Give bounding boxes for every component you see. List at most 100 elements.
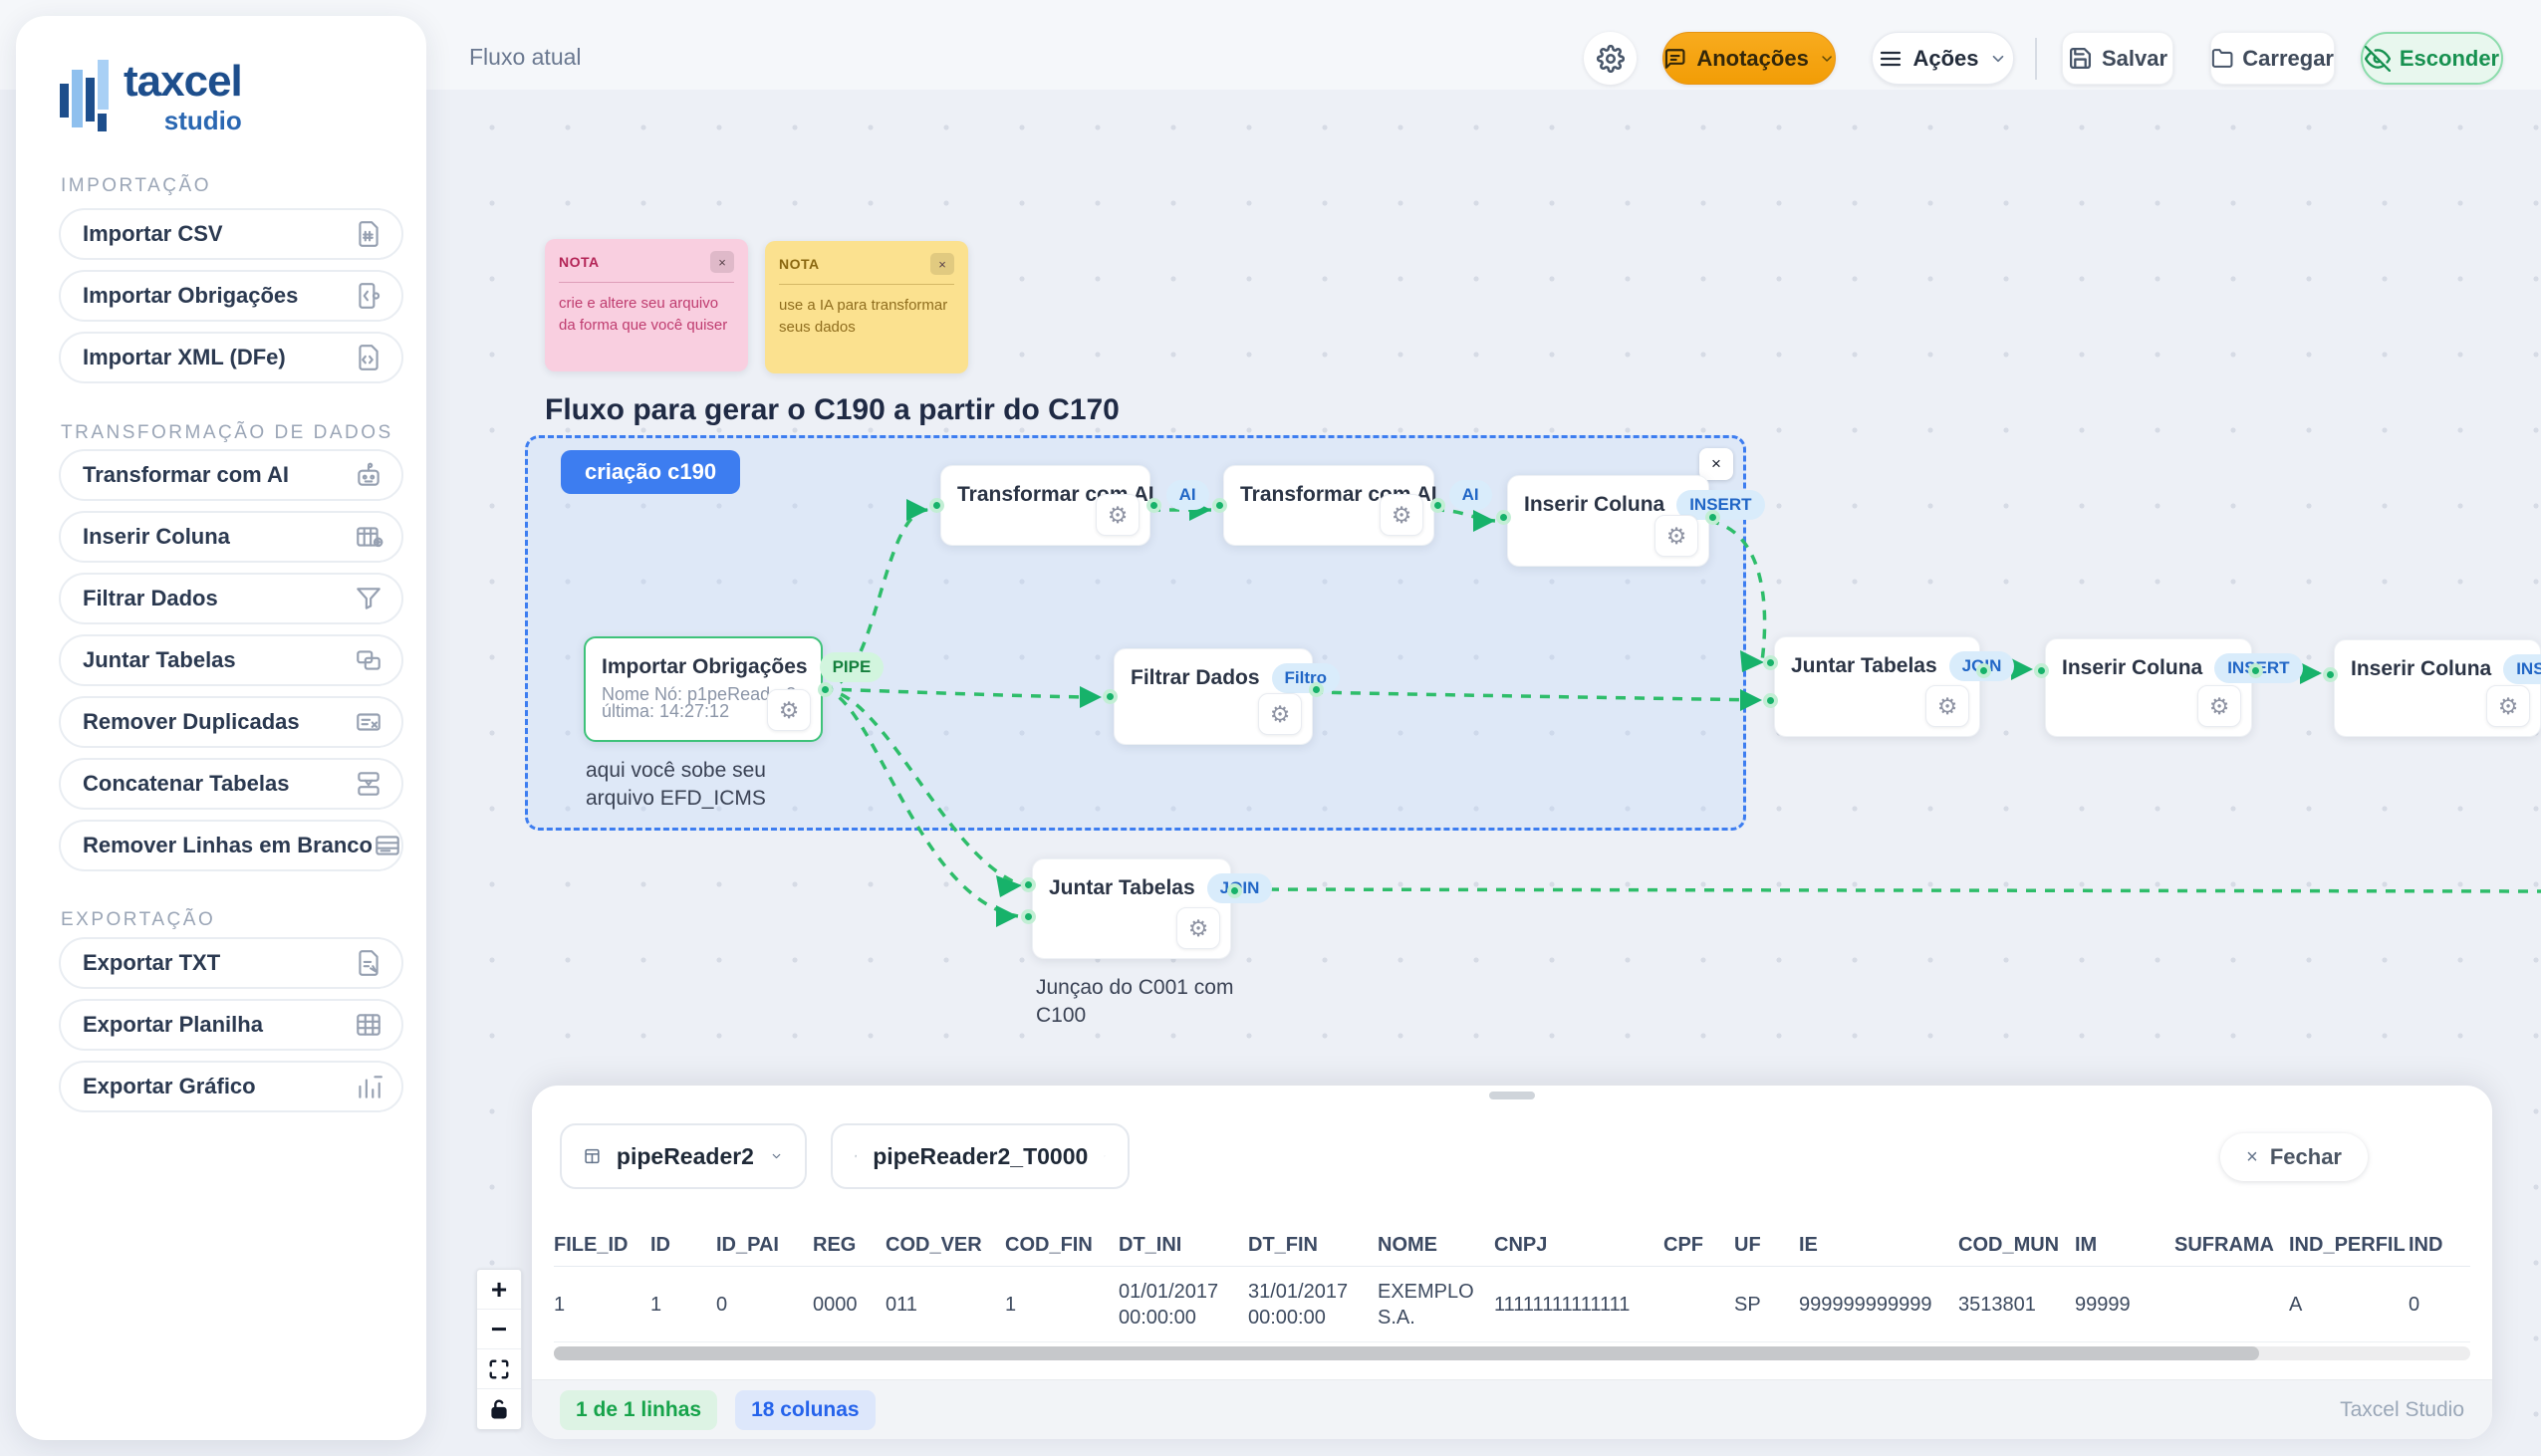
node-transformar-com-ai-2[interactable]: Transformar com AI AI ⚙ [1212, 465, 1492, 546]
message-icon [1664, 48, 1685, 69]
output-port[interactable] [1309, 682, 1324, 697]
table-header-row: FILE_ID ID ID_PAI REG COD_VER COD_FIN DT_IN… [554, 1225, 2470, 1267]
input-port[interactable] [1103, 689, 1118, 704]
node-settings-button[interactable]: ⚙ [2486, 685, 2530, 727]
current-flow-label: Fluxo atual [469, 44, 582, 70]
eye-off-icon [2364, 45, 2391, 72]
zoom-in-button[interactable]: + [477, 1270, 521, 1310]
file-code-icon [354, 281, 383, 311]
sidebar-item-inserir-coluna[interactable]: Inserir Coluna [59, 511, 403, 563]
input-port[interactable] [2323, 667, 2338, 682]
node-transformar-com-ai-1[interactable]: Transformar com AI AI ⚙ [929, 465, 1209, 546]
input-port[interactable] [1763, 655, 1778, 670]
table-selector[interactable]: pipeReader2_T0000 [831, 1123, 1130, 1189]
node-settings-button[interactable]: ⚙ [2197, 685, 2241, 727]
sidebar-item-exportar-planilha[interactable]: Exportar Planilha [59, 999, 403, 1051]
input-port[interactable] [1212, 498, 1227, 513]
table-columns-icon [354, 522, 383, 552]
input-port[interactable] [1763, 693, 1778, 708]
note-yellow[interactable]: NOTA × use a IA para transformar seus da… [765, 241, 968, 373]
node-importar-obrigacoes[interactable]: Importar Obrigações PIPE Nome Nó: p1peRe… [584, 636, 885, 742]
scrollbar-thumb[interactable] [554, 1346, 2259, 1360]
node-juntar-tabelas-2[interactable]: Juntar Tabelas JOIN ⚙ [1021, 858, 1273, 959]
settings-button[interactable] [1584, 32, 1637, 85]
sidebar-item-concatenar-tabelas[interactable]: Concatenar Tabelas [59, 758, 403, 810]
node-inserir-coluna-2[interactable]: Inserir Coluna INSERT ⚙ [2034, 638, 2303, 737]
node-settings-button[interactable]: ⚙ [1176, 907, 1220, 949]
input-port[interactable] [929, 498, 944, 513]
lock-button[interactable] [477, 1389, 521, 1429]
sidebar-item-exportar-txt[interactable]: Exportar TXT [59, 937, 403, 989]
node-settings-button[interactable]: ⚙ [767, 689, 811, 731]
sidebar-item-transformar-com-ai[interactable]: Transformar com AI [59, 449, 403, 501]
load-button[interactable]: Carregar [2210, 32, 2335, 85]
group-label[interactable]: criação c190 [561, 450, 741, 494]
folder-icon [2211, 49, 2233, 68]
node-settings-button[interactable]: ⚙ [1925, 685, 1969, 727]
rows-count-badge: 1 de 1 linhas [560, 1389, 718, 1430]
section-transformacao: TRANSFORMAÇÃO DE DADOS [61, 422, 393, 443]
node-last-run: última: 14:27:12 [602, 701, 730, 721]
bar-chart-icon [354, 1072, 383, 1101]
input-port[interactable] [1021, 909, 1036, 924]
fit-view-button[interactable] [477, 1349, 521, 1389]
node-settings-button[interactable]: ⚙ [1258, 693, 1302, 735]
remove-duplicates-icon [354, 707, 383, 737]
node-selector[interactable]: pipeReader2 [560, 1123, 807, 1189]
node-settings-button[interactable]: ⚙ [1096, 494, 1140, 536]
annotations-button[interactable]: Anotações [1662, 32, 1836, 85]
brand-sub: studio [163, 106, 242, 135]
sidebar-item-remover-duplicadas[interactable]: Remover Duplicadas [59, 696, 403, 748]
node-settings-button[interactable]: ⚙ [1654, 515, 1698, 557]
output-port[interactable] [1146, 498, 1161, 513]
note-divider [779, 284, 954, 285]
table-icon [585, 1148, 600, 1164]
close-icon[interactable]: × [1699, 448, 1733, 480]
sidebar-item-importar-csv[interactable]: Importar CSV [59, 208, 403, 260]
save-icon [2069, 47, 2091, 70]
logo: taxcel studio [60, 60, 243, 137]
panel-drag-handle[interactable] [1489, 1092, 1535, 1099]
sidebar-item-remover-linhas-em-branco[interactable]: Remover Linhas em Branco [59, 820, 403, 871]
sidebar-item-juntar-tabelas[interactable]: Juntar Tabelas [59, 634, 403, 686]
node-subtitle: Nome Nó: p1peReader2 [602, 684, 797, 704]
output-port[interactable] [1976, 663, 1991, 678]
sidebar-item-importar-obrigacoes[interactable]: Importar Obrigações [59, 270, 403, 322]
input-port[interactable] [2034, 663, 2049, 678]
close-icon[interactable]: × [930, 253, 954, 275]
sidebar-item-exportar-grafico[interactable]: Exportar Gráfico [59, 1061, 403, 1112]
node-inserir-coluna-1[interactable]: Inserir Coluna INSERT ⚙ [1496, 475, 1765, 567]
join-tables-icon [354, 645, 383, 675]
output-port[interactable] [1430, 498, 1445, 513]
input-port[interactable] [1496, 510, 1511, 525]
output-port[interactable] [818, 682, 833, 697]
chevron-down-icon [1104, 1155, 1106, 1157]
note-divider [559, 282, 734, 283]
panel-footer: 1 de 1 linhas 18 colunas Taxcel Studio [532, 1379, 2492, 1439]
horizontal-scrollbar[interactable] [554, 1346, 2470, 1360]
toolbar-divider [2035, 38, 2037, 80]
zoom-out-button[interactable]: − [477, 1310, 521, 1349]
output-port[interactable] [1705, 510, 1720, 525]
close-panel-button[interactable]: × Fechar [2220, 1133, 2368, 1181]
save-button[interactable]: Salvar [2062, 32, 2173, 85]
export-file-icon [354, 948, 383, 978]
node-settings-button[interactable]: ⚙ [1380, 494, 1423, 536]
funnel-icon [354, 584, 383, 613]
flow-title: Fluxo para gerar o C190 a partir do C170 [545, 393, 1120, 426]
node-filtrar-dados[interactable]: Filtrar Dados Filtro ⚙ [1103, 648, 1341, 745]
data-preview-panel: pipeReader2 pipeReader2_T0000 × Fechar F… [532, 1086, 2492, 1439]
sidebar-item-importar-xml[interactable]: Importar XML (DFe) [59, 332, 403, 383]
note-pink[interactable]: NOTA × crie e altere seu arquivo da form… [545, 239, 748, 371]
actions-button[interactable]: Ações [1872, 32, 2014, 85]
node-juntar-tabelas-1[interactable]: Juntar Tabelas JOIN ⚙ [1763, 636, 2015, 737]
output-port[interactable] [1227, 883, 1242, 898]
node-caption: Junçao do C001 com C100 [1036, 976, 1234, 1028]
node-inserir-coluna-3[interactable]: Inserir Coluna INSERT ⚙ [2323, 639, 2541, 737]
output-port[interactable] [2248, 663, 2263, 678]
close-icon[interactable]: × [710, 251, 734, 273]
hide-button[interactable]: Esconder [2361, 32, 2503, 85]
input-port[interactable] [1021, 877, 1036, 892]
sidebar-item-filtrar-dados[interactable]: Filtrar Dados [59, 573, 403, 624]
